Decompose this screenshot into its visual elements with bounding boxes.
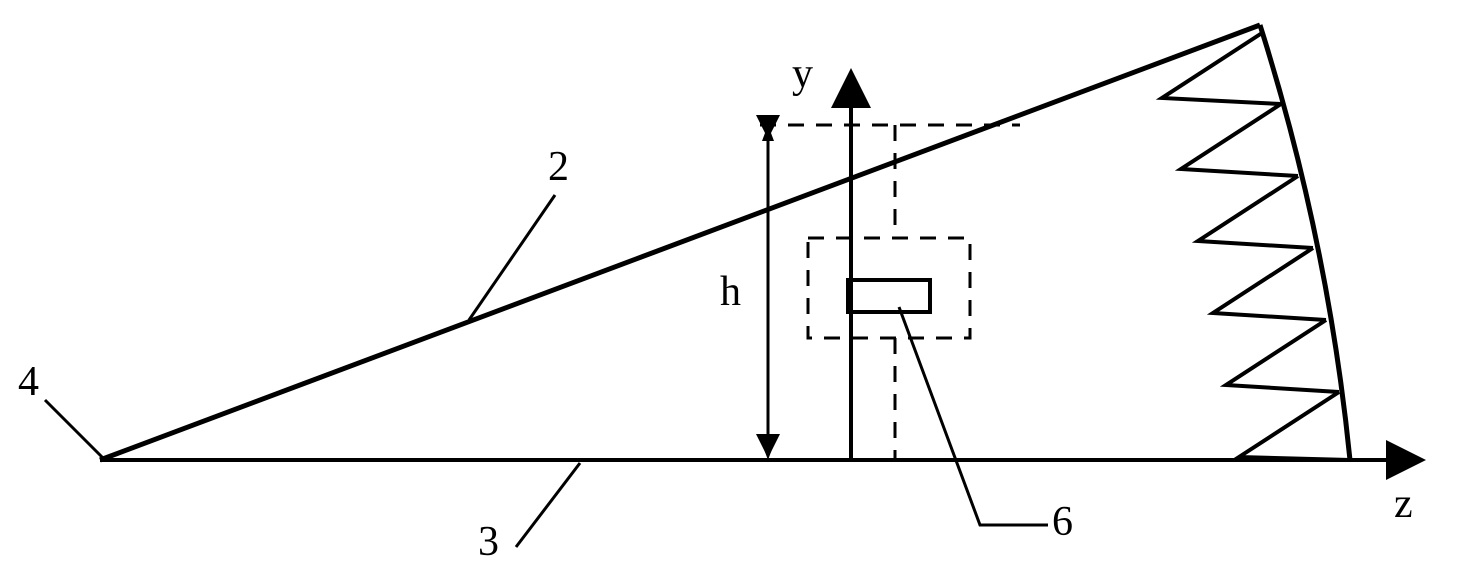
- diagram-container: y z h 2 3 4 6: [0, 0, 1467, 574]
- leader-6: [899, 307, 1048, 525]
- z-axis-label: z: [1394, 480, 1413, 528]
- leader-3: [516, 463, 580, 547]
- feed-horn-dashed-box: [808, 238, 970, 338]
- label-4: 4: [18, 358, 39, 406]
- hatching-group: [1162, 33, 1350, 460]
- leader-4: [45, 400, 105, 460]
- leader-2: [469, 195, 555, 320]
- y-axis-label: y: [792, 50, 813, 98]
- inclined-line: [100, 25, 1260, 460]
- label-3: 3: [478, 518, 499, 566]
- feed-horn: [848, 280, 930, 312]
- h-label: h: [720, 268, 741, 316]
- label-6: 6: [1052, 498, 1073, 546]
- label-2: 2: [548, 143, 569, 191]
